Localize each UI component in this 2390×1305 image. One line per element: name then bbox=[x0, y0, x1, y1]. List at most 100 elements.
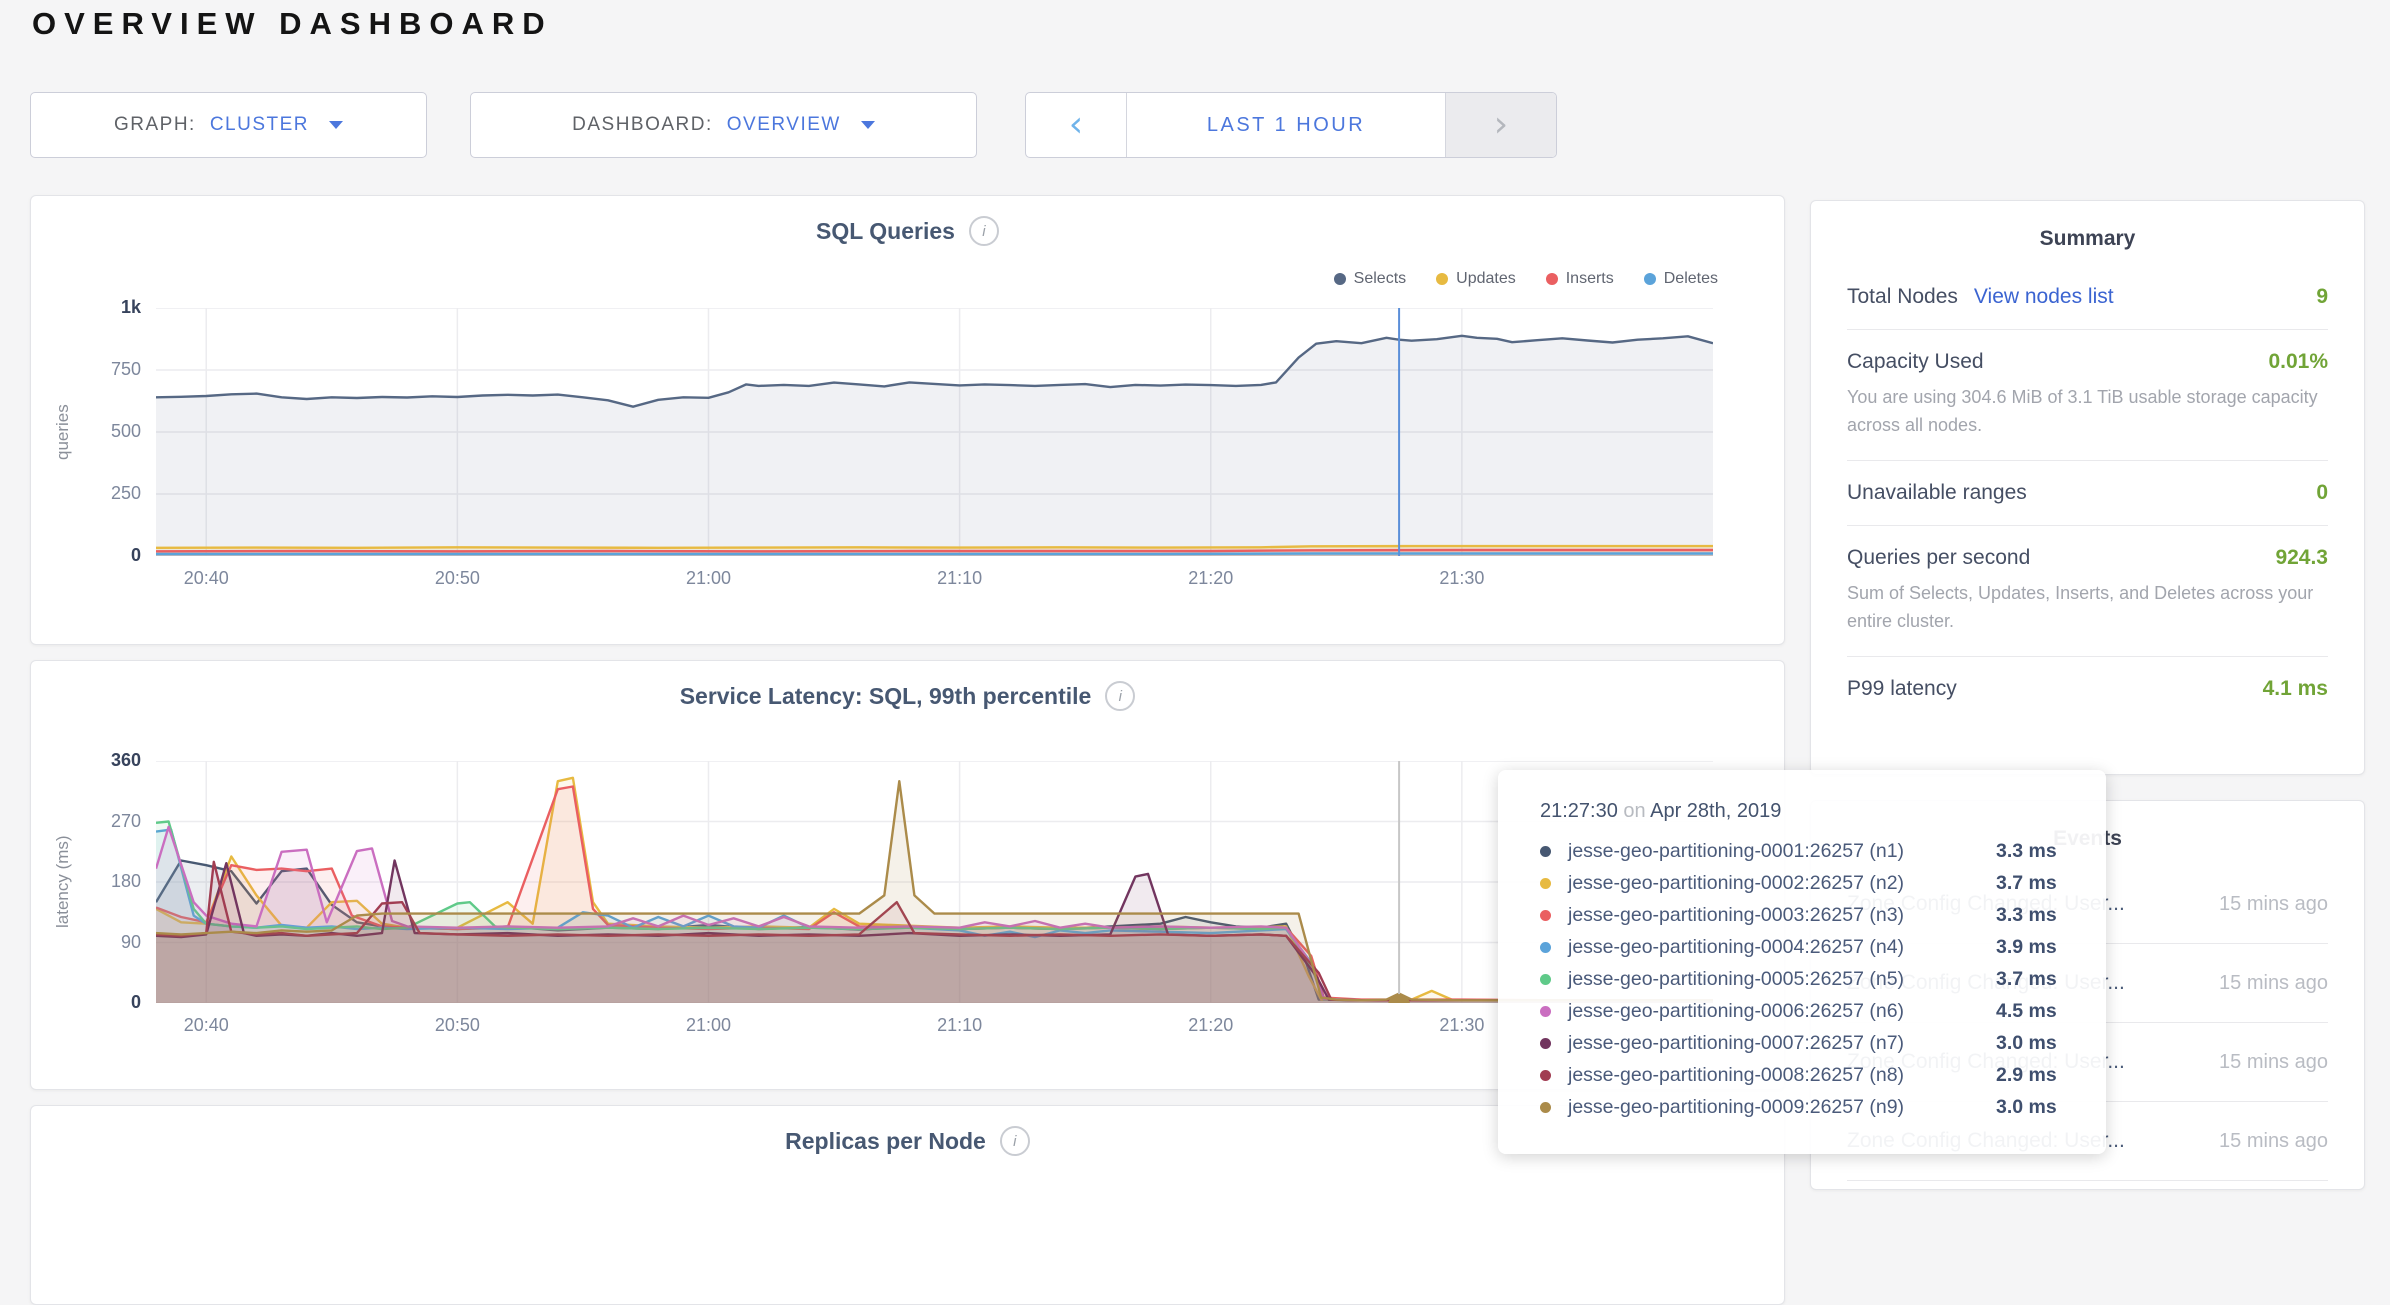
series-node-name: jesse-geo-partitioning-0005:26257 (n5) bbox=[1568, 967, 1905, 990]
legend-label: Deletes bbox=[1663, 270, 1718, 287]
legend-dot-icon bbox=[1643, 273, 1656, 285]
dashboard-dropdown[interactable]: DASHBOARD: OVERVIEW bbox=[470, 92, 977, 158]
y-axis-tick-label: 180 bbox=[110, 871, 141, 891]
legend-item: Updates bbox=[1436, 270, 1516, 288]
graph-dropdown[interactable]: GRAPH: CLUSTER bbox=[30, 92, 427, 158]
summary-panel: Summary Total Nodes View nodes list 9 Ca… bbox=[1810, 200, 2365, 775]
time-window-prev-button[interactable]: ‹ bbox=[1026, 93, 1127, 157]
series-latency-value: 3.7 ms bbox=[1996, 871, 2057, 894]
info-icon[interactable]: i bbox=[1105, 681, 1136, 711]
tooltip-series-row: jesse-geo-partitioning-0006:26257 (n6) 4.… bbox=[1540, 995, 2086, 1027]
series-dot-icon bbox=[1540, 1037, 1551, 1049]
dashboard-dropdown-value: OVERVIEW bbox=[726, 114, 841, 135]
tooltip-timestamp: 21:27:30 on Apr 28th, 2019 bbox=[1540, 800, 2086, 823]
event-time-ago: 15 mins ago bbox=[2219, 972, 2328, 994]
tooltip-series-row: jesse-geo-partitioning-0008:26257 (n8) 2.… bbox=[1540, 1059, 2086, 1091]
tooltip-series-row: jesse-geo-partitioning-0003:26257 (n3) 3.… bbox=[1540, 899, 2086, 931]
info-icon[interactable]: i bbox=[968, 216, 999, 246]
legend-dot-icon bbox=[1436, 273, 1449, 285]
series-dot-icon bbox=[1540, 941, 1551, 953]
summary-heading: Summary bbox=[2039, 227, 2136, 250]
dashboard-dropdown-label: DASHBOARD: bbox=[572, 114, 713, 135]
summary-row-p99-latency: P99 latency 4.1 ms bbox=[1847, 657, 2328, 721]
graph-dropdown-label: GRAPH: bbox=[113, 114, 196, 135]
y-axis-tick-label: 750 bbox=[110, 359, 141, 379]
chevron-down-icon bbox=[329, 121, 344, 129]
series-latency-value: 3.7 ms bbox=[1996, 967, 2057, 990]
tooltip-series-row: jesse-geo-partitioning-0009:26257 (n9) 3.… bbox=[1540, 1091, 2086, 1123]
y-axis-tick-label: 1k bbox=[120, 297, 141, 317]
sql-queries-panel: SQL Queries i Selects Updates Inserts Delet… bbox=[30, 195, 1785, 645]
unavailable-ranges-label: Unavailable ranges bbox=[1847, 480, 2027, 504]
summary-row-queries-per-second: Queries per second 924.3 Sum of Selects,… bbox=[1847, 526, 2328, 657]
series-latency-value: 4.5 ms bbox=[1996, 999, 2057, 1022]
p99-latency-label: P99 latency bbox=[1847, 676, 1957, 700]
time-window-label[interactable]: LAST 1 HOUR bbox=[1206, 113, 1366, 136]
series-dot-icon bbox=[1540, 1005, 1551, 1017]
series-node-name: jesse-geo-partitioning-0008:26257 (n8) bbox=[1568, 1063, 1905, 1086]
y-axis-tick-label: 90 bbox=[120, 931, 141, 952]
x-axis-tick-label: 21:10 bbox=[937, 1015, 983, 1035]
total-nodes-label: Total Nodes bbox=[1847, 285, 1958, 308]
y-axis-tick-label: 250 bbox=[110, 483, 141, 503]
x-axis-tick-label: 21:20 bbox=[1188, 1015, 1234, 1035]
x-axis-tick-label: 21:10 bbox=[937, 568, 983, 588]
info-icon[interactable]: i bbox=[999, 1126, 1030, 1156]
series-dot-icon bbox=[1540, 845, 1551, 857]
chevron-right-icon: › bbox=[1493, 104, 1509, 145]
series-latency-value: 3.0 ms bbox=[1996, 1031, 2057, 1054]
x-axis-tick-label: 20:40 bbox=[183, 568, 229, 588]
x-axis-tick-label: 21:20 bbox=[1188, 568, 1234, 588]
capacity-used-value: 0.01% bbox=[2268, 350, 2328, 373]
event-time-ago: 15 mins ago bbox=[2219, 1130, 2328, 1152]
series-node-name: jesse-geo-partitioning-0001:26257 (n1) bbox=[1568, 839, 1905, 862]
legend-label: Inserts bbox=[1565, 270, 1614, 287]
y-axis-tick-label: 500 bbox=[110, 421, 141, 441]
dashboard-controls: GRAPH: CLUSTER DASHBOARD: OVERVIEW ‹ LAS… bbox=[0, 92, 2390, 158]
time-window-next-button[interactable]: › bbox=[1445, 93, 1556, 157]
tooltip-on-word: on bbox=[1623, 800, 1646, 822]
series-node-name: jesse-geo-partitioning-0003:26257 (n3) bbox=[1568, 903, 1905, 926]
tooltip-rows: jesse-geo-partitioning-0001:26257 (n1) 3.… bbox=[1540, 835, 2086, 1123]
sql-queries-plot[interactable] bbox=[156, 308, 1713, 556]
series-latency-value: 3.3 ms bbox=[1996, 903, 2057, 926]
series-node-name: jesse-geo-partitioning-0006:26257 (n6) bbox=[1568, 999, 1905, 1022]
view-nodes-list-link[interactable]: View nodes list bbox=[1973, 285, 2114, 308]
unavailable-ranges-value: 0 bbox=[2316, 480, 2328, 504]
tooltip-series-row: jesse-geo-partitioning-0004:26257 (n4) 3.… bbox=[1540, 931, 2086, 963]
legend-item: Deletes bbox=[1643, 270, 1718, 288]
tooltip-series-row: jesse-geo-partitioning-0002:26257 (n2) 3.… bbox=[1540, 867, 2086, 899]
legend-label: Selects bbox=[1353, 270, 1407, 287]
y-axis-tick-label: 270 bbox=[110, 810, 141, 831]
series-latency-value: 2.9 ms bbox=[1996, 1063, 2057, 1086]
service-latency-panel: Service Latency: SQL, 99th percentile i … bbox=[30, 660, 1785, 1090]
chevron-down-icon bbox=[860, 121, 875, 129]
legend-dot-icon bbox=[1333, 273, 1346, 285]
tooltip-date: Apr 28th, 2019 bbox=[1650, 800, 1782, 822]
x-axis-tick-label: 20:40 bbox=[183, 1015, 229, 1035]
x-axis-tick-label: 21:30 bbox=[1439, 568, 1485, 588]
legend-item: Selects bbox=[1333, 270, 1407, 288]
x-axis-tick-label: 20:50 bbox=[434, 1015, 480, 1035]
service-latency-plot[interactable] bbox=[156, 761, 1713, 1003]
x-axis-tick-label: 21:00 bbox=[685, 568, 731, 588]
series-latency-value: 3.9 ms bbox=[1996, 935, 2057, 958]
series-node-name: jesse-geo-partitioning-0009:26257 (n9) bbox=[1568, 1095, 1905, 1118]
event-time-ago: 15 mins ago bbox=[2219, 893, 2328, 915]
page-title: OVERVIEW DASHBOARD bbox=[32, 6, 553, 41]
summary-row-total-nodes: Total Nodes View nodes list 9 bbox=[1847, 265, 2328, 330]
series-node-name: jesse-geo-partitioning-0007:26257 (n7) bbox=[1568, 1031, 1905, 1054]
legend-label: Updates bbox=[1456, 270, 1516, 287]
y-axis-tick-label: 0 bbox=[130, 545, 141, 565]
y-axis-tick-label: 360 bbox=[110, 750, 141, 770]
tooltip-series-row: jesse-geo-partitioning-0007:26257 (n7) 3.… bbox=[1540, 1027, 2086, 1059]
capacity-used-description: You are using 304.6 MiB of 3.1 TiB usabl… bbox=[1847, 387, 2318, 435]
summary-row-capacity-used: Capacity Used 0.01% You are using 304.6 … bbox=[1847, 330, 2328, 461]
replicas-per-node-title: Replicas per Node bbox=[785, 1127, 986, 1154]
series-dot-icon bbox=[1540, 877, 1551, 889]
tooltip-series-row: jesse-geo-partitioning-0001:26257 (n1) 3.… bbox=[1540, 835, 2086, 867]
series-latency-value: 3.3 ms bbox=[1996, 839, 2057, 862]
summary-row-unavailable-ranges: Unavailable ranges 0 bbox=[1847, 461, 2328, 526]
x-axis-tick-label: 21:00 bbox=[685, 1015, 731, 1035]
sql-queries-legend: Selects Updates Inserts Deletes bbox=[1333, 270, 1718, 288]
